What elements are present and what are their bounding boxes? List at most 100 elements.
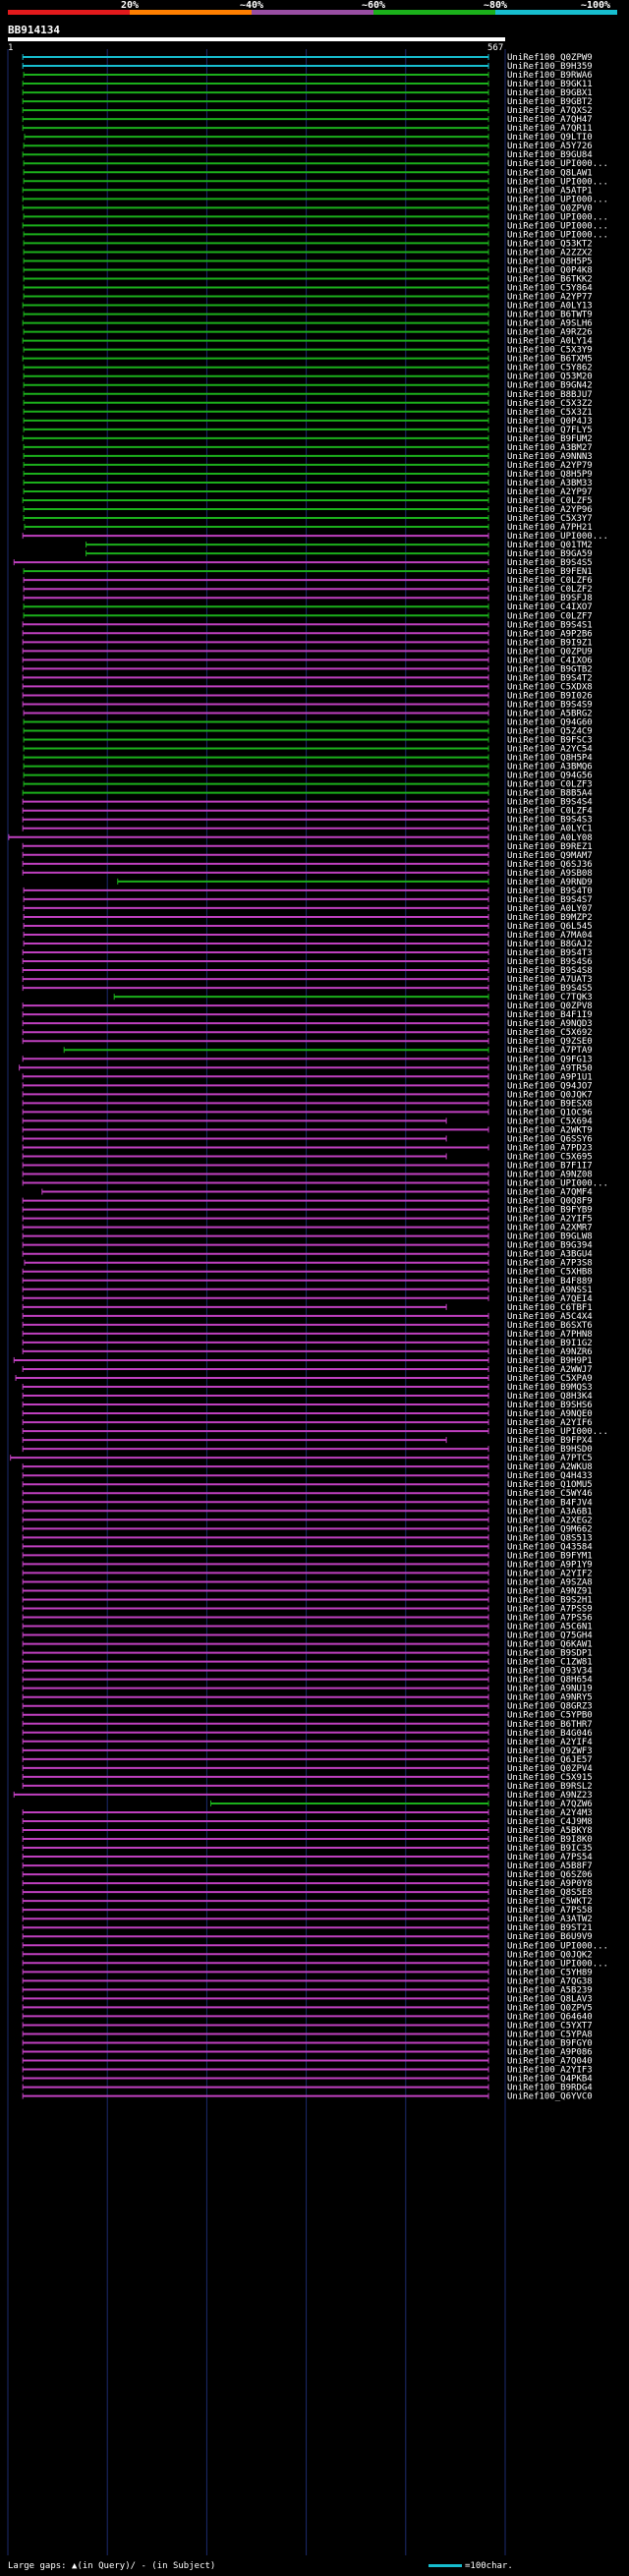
hit-label[interactable]: UniRef100_A7Q040 <box>507 2057 593 2067</box>
hit-label[interactable]: UniRef100_Q01TM2 <box>507 541 593 550</box>
hit-label[interactable]: UniRef100_A7P3S8 <box>507 1259 593 1269</box>
hit-label[interactable]: UniRef100_B9GN42 <box>507 381 593 391</box>
hit-label[interactable]: UniRef100_Q0ZPV5 <box>507 2003 593 2013</box>
hit-label[interactable]: UniRef100_A9NZR6 <box>507 1347 593 1357</box>
hit-label[interactable]: UniRef100_B9IC35 <box>507 1844 593 1854</box>
hit-label[interactable]: UniRef100_B6SXT6 <box>507 1321 593 1331</box>
hit-label[interactable]: UniRef100_A9NZ08 <box>507 1171 593 1180</box>
hit-label[interactable]: UniRef100_Q6JE57 <box>507 1755 593 1765</box>
hit-label[interactable]: UniRef100_B6THR7 <box>507 1720 593 1730</box>
hit-label[interactable]: UniRef100_B6U9V9 <box>507 1932 593 1942</box>
hit-label[interactable]: UniRef100_A7QG38 <box>507 1976 593 1986</box>
hit-label[interactable]: UniRef100_C0LZF3 <box>507 780 593 790</box>
hit-label[interactable]: UniRef100_C0LZF5 <box>507 496 593 506</box>
hit-label[interactable]: UniRef100_A5BKY8 <box>507 1826 593 1836</box>
hit-label[interactable]: UniRef100_A2WKT9 <box>507 1125 593 1135</box>
hit-label[interactable]: UniRef100_Q0JQK2 <box>507 1950 593 1960</box>
hit-label[interactable]: UniRef100_C5YXT7 <box>507 2021 593 2031</box>
hit-label[interactable]: UniRef100_B9HSD0 <box>507 1445 593 1455</box>
hit-label[interactable]: UniRef100_B9H359 <box>507 62 593 72</box>
hit-label[interactable]: UniRef100_B9S4T3 <box>507 948 593 958</box>
hit-label[interactable]: UniRef100_B9SFJ8 <box>507 594 593 603</box>
hit-label[interactable]: UniRef100_Q0ZPV8 <box>507 1002 593 1011</box>
hit-label[interactable]: UniRef100_Q93V34 <box>507 1667 593 1677</box>
hit-label[interactable]: UniRef100_Q94G60 <box>507 718 593 728</box>
hit-label[interactable]: UniRef100_B8GAJ2 <box>507 940 593 949</box>
hit-label[interactable]: UniRef100_Q8LAW1 <box>507 168 593 178</box>
hit-label[interactable]: UniRef100_Q0ZPW9 <box>507 53 593 63</box>
hit-label[interactable]: UniRef100_A2YIF5 <box>507 1215 593 1225</box>
hit-label[interactable]: UniRef100_C5YH89 <box>507 1968 593 1977</box>
hit-label[interactable]: UniRef100_UPI000... <box>507 1179 608 1189</box>
hit-label[interactable]: UniRef100_B9FSC3 <box>507 736 593 746</box>
hit-label[interactable]: UniRef100_A9SB08 <box>507 869 593 879</box>
hit-label[interactable]: UniRef100_Q9M662 <box>507 1524 593 1534</box>
hit-label[interactable]: UniRef100_C4IXO6 <box>507 656 593 665</box>
hit-label[interactable]: UniRef100_B9GU84 <box>507 150 593 160</box>
hit-label[interactable]: UniRef100_A9P1Y9 <box>507 1560 593 1570</box>
hit-label[interactable]: UniRef100_UPI000... <box>507 1427 608 1437</box>
hit-label[interactable]: UniRef100_B9S4S3 <box>507 816 593 826</box>
hit-label[interactable]: UniRef100_Q6YVC0 <box>507 2092 593 2102</box>
hit-label[interactable]: UniRef100_B9ESX8 <box>507 1099 593 1109</box>
hit-label[interactable]: UniRef100_B6TKK2 <box>507 275 593 285</box>
hit-label[interactable]: UniRef100_B9RSL2 <box>507 1782 593 1792</box>
hit-label[interactable]: UniRef100_A0LY07 <box>507 904 593 914</box>
hit-label[interactable]: UniRef100_A7QH47 <box>507 115 593 125</box>
hit-label[interactable]: UniRef100_B9GBX1 <box>507 88 593 98</box>
hit-label[interactable]: UniRef100_A5B8F7 <box>507 1861 593 1871</box>
hit-label[interactable]: UniRef100_C7TQK3 <box>507 993 593 1002</box>
hit-label[interactable]: UniRef100_A7QXS2 <box>507 106 593 116</box>
hit-label[interactable]: UniRef100_Q8H3K4 <box>507 1392 593 1402</box>
hit-label[interactable]: UniRef100_Q8LAV3 <box>507 1994 593 2004</box>
hit-label[interactable]: UniRef100_B9I9Z1 <box>507 638 593 648</box>
hit-label[interactable]: UniRef100_A9RND9 <box>507 878 593 887</box>
hit-label[interactable]: UniRef100_Q64640 <box>507 2012 593 2022</box>
hit-label[interactable]: UniRef100_B8BJU7 <box>507 390 593 400</box>
hit-label[interactable]: UniRef100_A0LY08 <box>507 833 593 843</box>
hit-label[interactable]: UniRef100_A7PHN8 <box>507 1330 593 1340</box>
hit-label[interactable]: UniRef100_A5B239 <box>507 1985 593 1995</box>
hit-label[interactable]: UniRef100_UPI000... <box>507 532 608 542</box>
hit-label[interactable]: UniRef100_Q53M20 <box>507 372 593 382</box>
hit-label[interactable]: UniRef100_B4F1I9 <box>507 1010 593 1020</box>
hit-label[interactable]: UniRef100_A2YP77 <box>507 293 593 303</box>
hit-label[interactable]: UniRef100_B9FGY0 <box>507 2038 593 2048</box>
hit-label[interactable]: UniRef100_A9NSS1 <box>507 1286 593 1295</box>
hit-label[interactable]: UniRef100_C0LZF7 <box>507 611 593 621</box>
hit-label[interactable]: UniRef100_Q9LTI0 <box>507 133 593 143</box>
hit-label[interactable]: UniRef100_A3BM33 <box>507 479 593 488</box>
hit-label[interactable]: UniRef100_A9TR50 <box>507 1063 593 1073</box>
hit-label[interactable]: UniRef100_A9SLH6 <box>507 319 593 329</box>
hit-label[interactable]: UniRef100_B8B5A4 <box>507 789 593 799</box>
hit-label[interactable]: UniRef100_A2YIF3 <box>507 2066 593 2076</box>
hit-label[interactable]: UniRef100_UPI000... <box>507 221 608 231</box>
hit-label[interactable]: UniRef100_Q75GH4 <box>507 1631 593 1641</box>
hit-label[interactable]: UniRef100_C5XDX8 <box>507 682 593 692</box>
hit-label[interactable]: UniRef100_A9NNN3 <box>507 452 593 462</box>
hit-label[interactable]: UniRef100_A7PTC5 <box>507 1454 593 1463</box>
hit-label[interactable]: UniRef100_A3BGU4 <box>507 1250 593 1260</box>
hit-label[interactable]: UniRef100_C5YPA8 <box>507 2030 593 2039</box>
hit-label[interactable]: UniRef100_B9SHS6 <box>507 1401 593 1410</box>
hit-label[interactable]: UniRef100_B9FEN1 <box>507 567 593 577</box>
hit-label[interactable]: UniRef100_Q5Z4C9 <box>507 727 593 737</box>
hit-label[interactable]: UniRef100_C5XHB8 <box>507 1268 593 1278</box>
hit-label[interactable]: UniRef100_A2ZZX2 <box>507 248 593 258</box>
hit-label[interactable]: UniRef100_A7PS54 <box>507 1853 593 1862</box>
hit-label[interactable]: UniRef100_Q0ZPU9 <box>507 647 593 657</box>
hit-label[interactable]: UniRef100_A9NQE0 <box>507 1409 593 1419</box>
hit-label[interactable]: UniRef100_A5C4X4 <box>507 1312 593 1322</box>
hit-label[interactable]: UniRef100_C4J9M8 <box>507 1817 593 1827</box>
hit-label[interactable]: UniRef100_B9S4T2 <box>507 673 593 683</box>
hit-label[interactable]: UniRef100_Q53KT2 <box>507 239 593 249</box>
hit-label[interactable]: UniRef100_C5WY46 <box>507 1489 593 1499</box>
hit-label[interactable]: UniRef100_B9S4S4 <box>507 798 593 808</box>
hit-label[interactable]: UniRef100_B9RDG4 <box>507 2084 593 2093</box>
hit-label[interactable]: UniRef100_UPI000... <box>507 159 608 169</box>
hit-label[interactable]: UniRef100_A7PD23 <box>507 1143 593 1153</box>
hit-label[interactable]: UniRef100_Q9ZSE0 <box>507 1037 593 1047</box>
hit-label[interactable]: UniRef100_Q4H433 <box>507 1471 593 1481</box>
hit-label[interactable]: UniRef100_C5X695 <box>507 1152 593 1162</box>
hit-label[interactable]: UniRef100_B9H9P1 <box>507 1356 593 1366</box>
